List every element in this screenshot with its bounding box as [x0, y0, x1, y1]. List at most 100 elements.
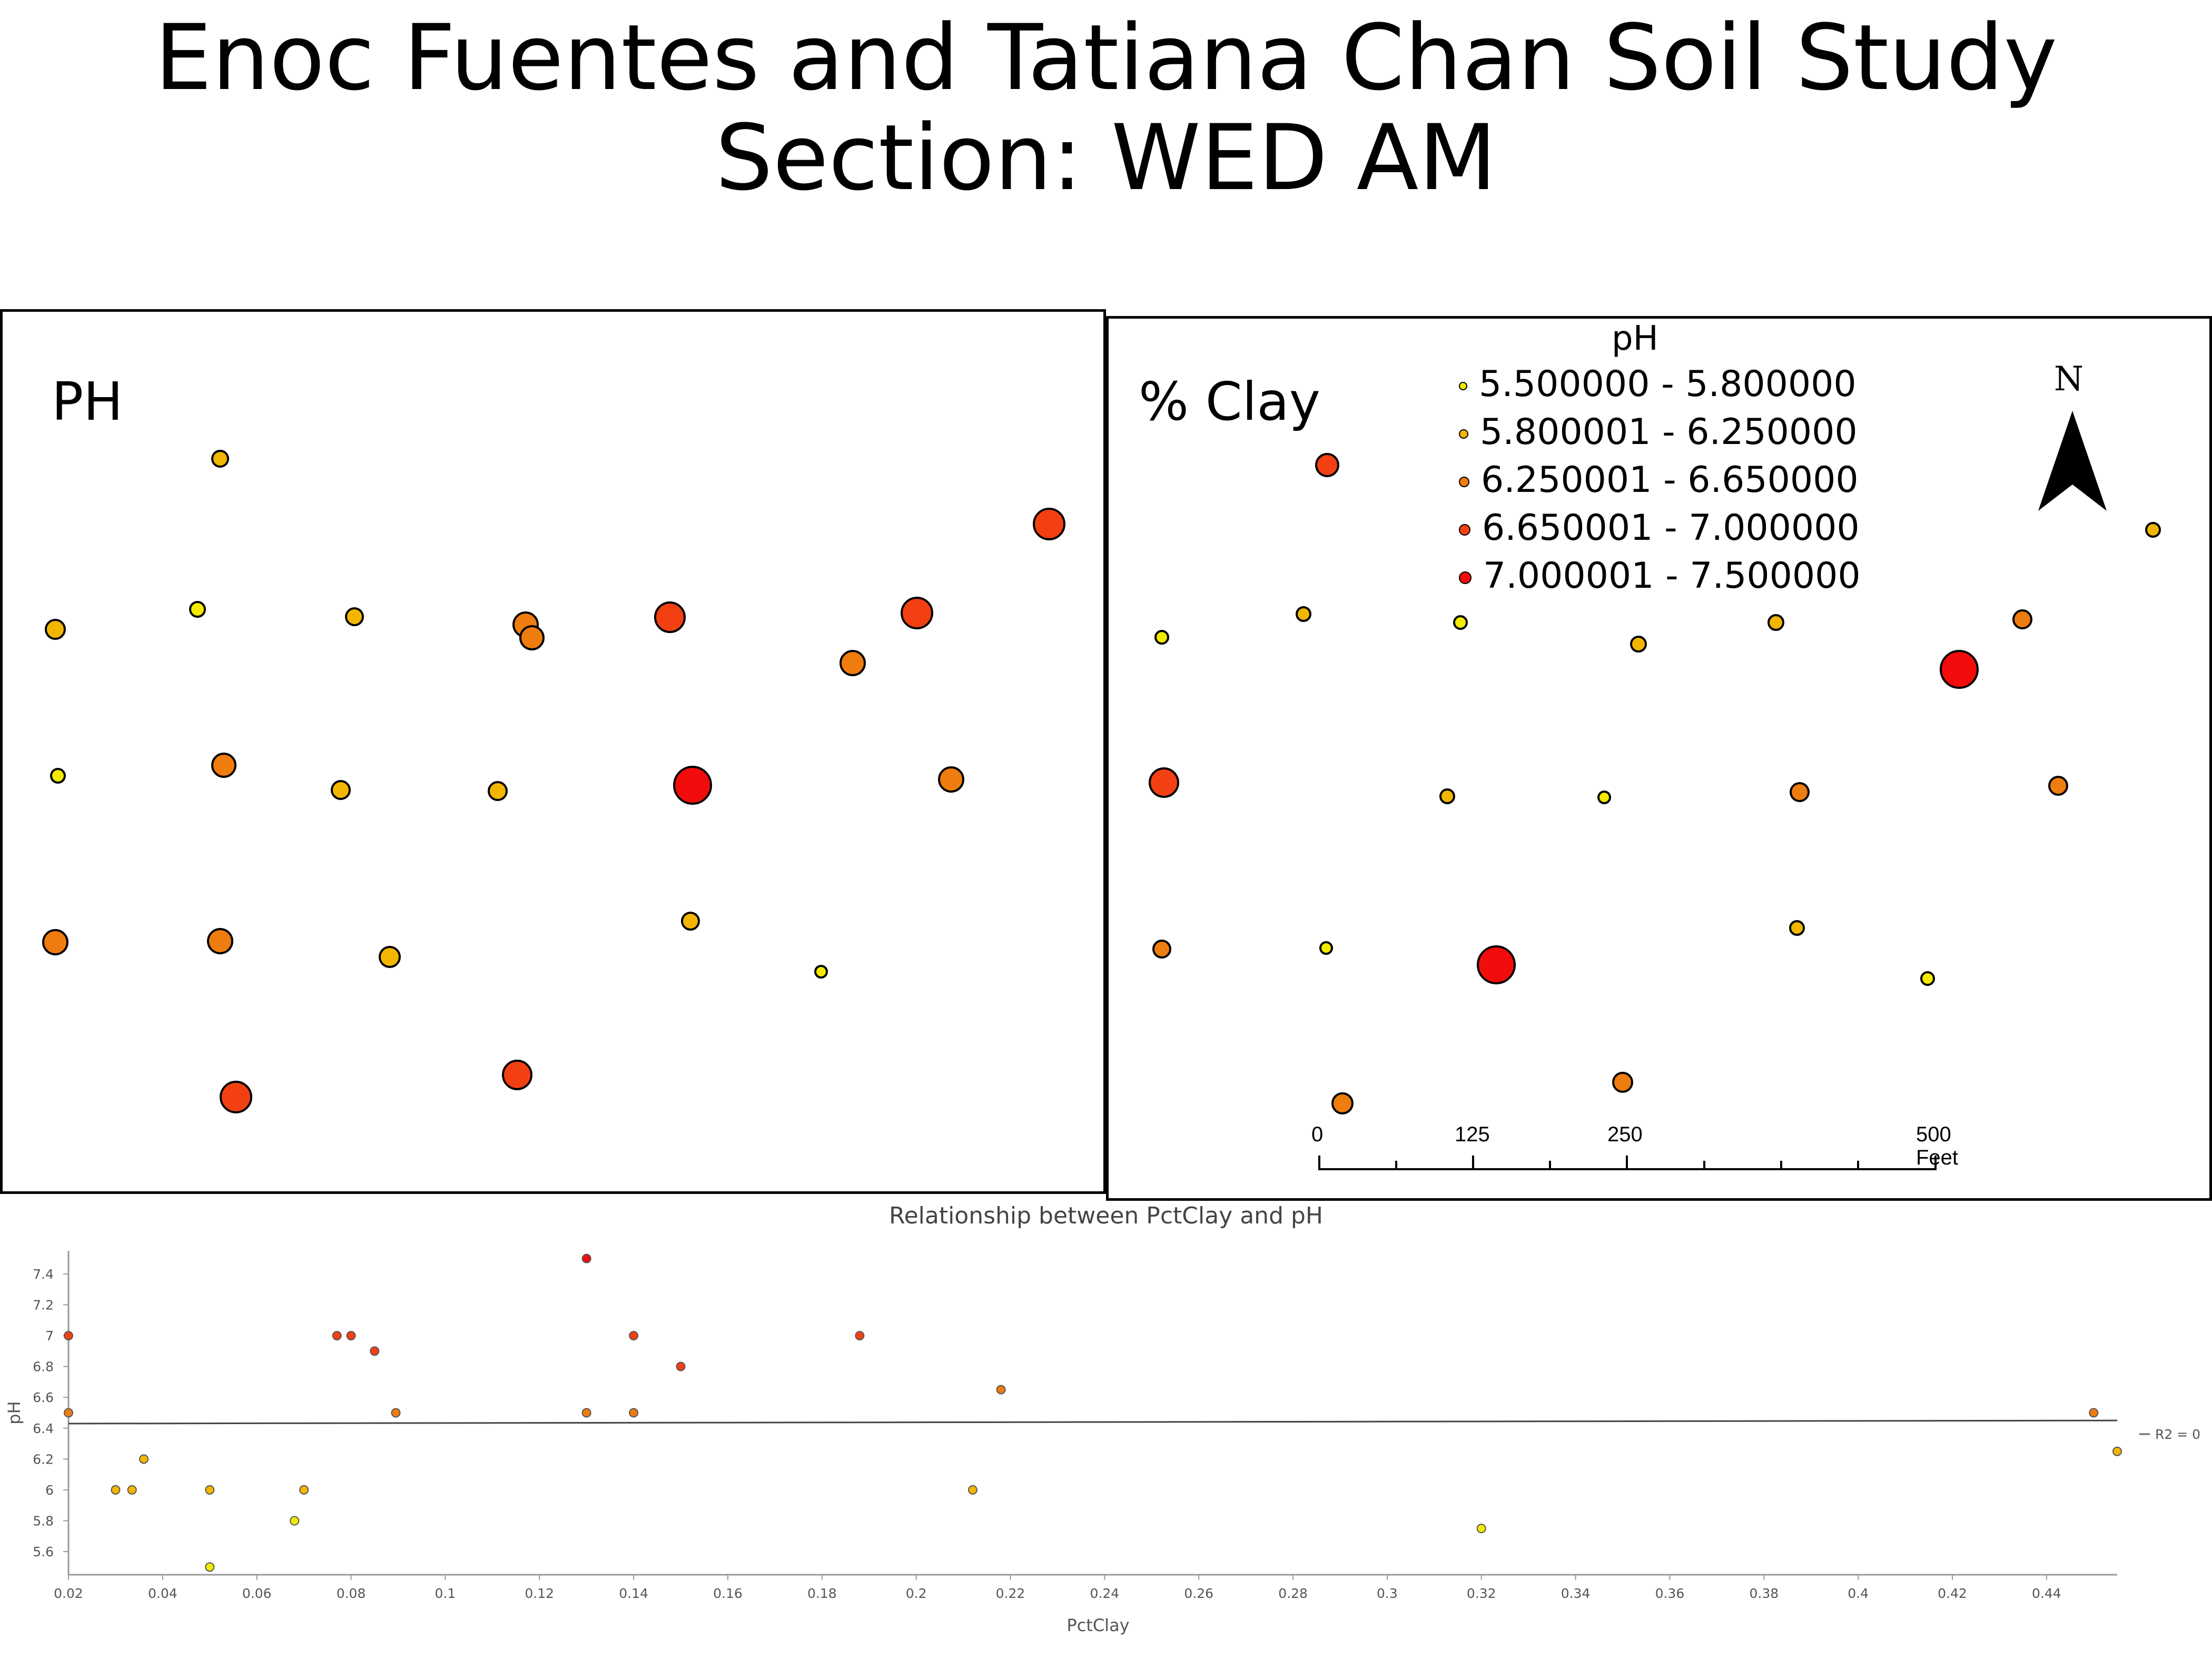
scatter-point[interactable]: [629, 1408, 639, 1418]
scatter-point[interactable]: [64, 1408, 73, 1418]
scale-label-250: 250: [1607, 1123, 1643, 1146]
legend-symbol: [1459, 524, 1470, 536]
ph-sample-point[interactable]: [379, 946, 401, 968]
scatter-point[interactable]: [581, 1408, 591, 1418]
clay-sample-point[interactable]: [1315, 453, 1339, 477]
scatter-point[interactable]: [855, 1331, 865, 1341]
x-tick-label: 0.24: [1090, 1586, 1120, 1601]
scatter-point[interactable]: [391, 1408, 401, 1418]
scatter-point[interactable]: [967, 1485, 977, 1495]
scatter-point[interactable]: [346, 1331, 356, 1341]
legend-symbol: [1459, 477, 1469, 488]
ph-sample-point[interactable]: [840, 650, 866, 676]
ph-sample-point[interactable]: [45, 619, 66, 640]
ph-sample-point[interactable]: [331, 780, 351, 800]
ph-sample-point[interactable]: [1033, 508, 1065, 540]
scatter-point[interactable]: [996, 1385, 1006, 1395]
x-tick-label: 0.14: [619, 1586, 648, 1601]
scatter-point[interactable]: [290, 1516, 300, 1526]
legend-label: 7.000001 - 7.500000: [1483, 555, 1861, 597]
ph-sample-point[interactable]: [519, 625, 545, 650]
ph-sample-point[interactable]: [901, 597, 933, 629]
ph-sample-point[interactable]: [814, 965, 828, 979]
clay-sample-point[interactable]: [2145, 522, 2161, 538]
clay-sample-point[interactable]: [2048, 776, 2068, 796]
ph-sample-point[interactable]: [42, 929, 68, 955]
x-tick-label: 0.26: [1184, 1586, 1213, 1601]
ph-sample-point[interactable]: [654, 601, 686, 633]
x-tick-label: 0.28: [1278, 1586, 1308, 1601]
y-tick-label: 5.6: [33, 1544, 54, 1559]
y-tick-label: 6: [45, 1483, 54, 1498]
ph-map-frame[interactable]: [0, 309, 1106, 1194]
x-tick-label: 0.04: [148, 1586, 177, 1601]
scatter-point[interactable]: [2089, 1408, 2099, 1418]
clay-sample-point[interactable]: [1767, 614, 1784, 631]
north-arrow-icon: [2038, 411, 2107, 511]
clay-sample-point[interactable]: [1154, 630, 1169, 645]
clay-sample-point[interactable]: [1152, 940, 1171, 959]
ph-sample-point[interactable]: [220, 1081, 252, 1113]
ph-sample-point[interactable]: [211, 753, 236, 778]
clay-sample-point[interactable]: [1439, 788, 1455, 804]
clay-map-frame[interactable]: [1106, 316, 2212, 1201]
clay-sample-point[interactable]: [1789, 920, 1805, 936]
scatter-point[interactable]: [581, 1253, 591, 1263]
scale-label-0: 0: [1311, 1123, 1324, 1146]
ph-sample-point[interactable]: [189, 601, 206, 618]
clay-sample-point[interactable]: [1477, 945, 1516, 984]
y-tick-label: 7: [45, 1328, 54, 1344]
clay-sample-point[interactable]: [1296, 606, 1311, 622]
x-tick-label: 0.02: [54, 1586, 83, 1601]
y-tick-label: 6.8: [33, 1359, 54, 1375]
ph-sample-point[interactable]: [345, 607, 364, 626]
legend-item: 5.800001 - 6.250000: [1459, 411, 1858, 453]
scatter-point[interactable]: [370, 1346, 380, 1356]
clay-sample-point[interactable]: [1453, 615, 1468, 630]
scatter-point[interactable]: [111, 1485, 121, 1495]
x-tick-label: 0.2: [906, 1586, 927, 1601]
x-tick-label: 0.32: [1467, 1586, 1496, 1601]
ph-sample-point[interactable]: [50, 768, 66, 784]
x-tick-label: 0.44: [2032, 1586, 2061, 1601]
clay-sample-point[interactable]: [1149, 767, 1179, 798]
y-tick-label: 6.6: [33, 1390, 54, 1405]
x-tick-label: 0.34: [1561, 1586, 1591, 1601]
clay-sample-point[interactable]: [1790, 782, 1810, 802]
clay-sample-point[interactable]: [1319, 941, 1333, 955]
ph-sample-point[interactable]: [681, 912, 700, 931]
trendline-label: R2 = 0: [2155, 1427, 2200, 1442]
clay-sample-point[interactable]: [1630, 636, 1647, 653]
scatter-point[interactable]: [127, 1485, 137, 1495]
scatter-point[interactable]: [64, 1331, 73, 1341]
clay-sample-point[interactable]: [1331, 1092, 1354, 1114]
legend-symbol: [1459, 429, 1468, 439]
legend-title: pH: [1612, 319, 1658, 358]
scatter-point[interactable]: [629, 1331, 639, 1341]
scatter-point[interactable]: [299, 1485, 309, 1495]
legend-symbol: [1459, 382, 1467, 391]
scale-bar: 0 125 250 500 Feet: [1311, 1122, 1996, 1174]
scatter-point[interactable]: [205, 1485, 215, 1495]
ph-sample-point[interactable]: [488, 781, 508, 801]
chart-title: Relationship between PctClay and pH: [888, 1202, 1324, 1229]
scatter-point[interactable]: [676, 1361, 686, 1371]
scatter-point[interactable]: [2112, 1446, 2122, 1456]
ph-sample-point[interactable]: [938, 766, 964, 793]
scatter-point[interactable]: [205, 1562, 215, 1572]
ph-sample-point[interactable]: [211, 450, 229, 468]
scatter-point[interactable]: [139, 1454, 149, 1464]
scatter-point[interactable]: [1476, 1524, 1486, 1534]
ph-sample-point[interactable]: [207, 928, 233, 954]
clay-sample-point[interactable]: [2012, 609, 2032, 629]
scale-label-500-feet: 500 Feet: [1916, 1123, 1959, 1169]
clay-sample-point[interactable]: [1597, 791, 1611, 804]
y-tick-label: 7.4: [33, 1267, 54, 1282]
clay-sample-point[interactable]: [1612, 1072, 1633, 1093]
scatter-point[interactable]: [332, 1331, 342, 1341]
clay-sample-point[interactable]: [1920, 971, 1935, 986]
ph-sample-point[interactable]: [502, 1060, 532, 1090]
ph-sample-point[interactable]: [673, 766, 712, 805]
clay-sample-point[interactable]: [1940, 650, 1979, 689]
x-tick-label: 0.36: [1655, 1586, 1685, 1601]
